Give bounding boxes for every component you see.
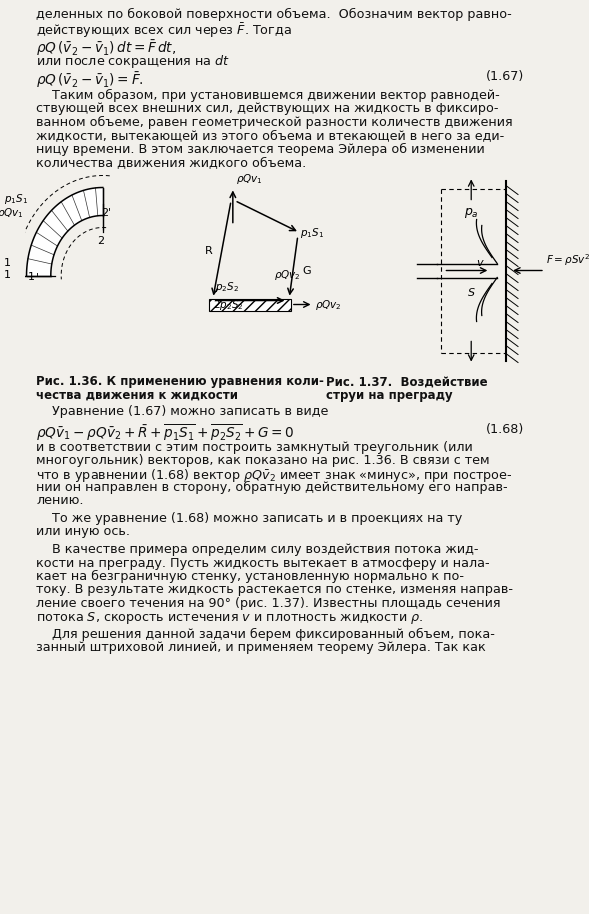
Text: ствующей всех внешних сил, действующих на жидкость в фиксиро-: ствующей всех внешних сил, действующих н… bbox=[36, 102, 498, 115]
Text: лению.: лению. bbox=[36, 494, 84, 507]
Text: (1.67): (1.67) bbox=[486, 70, 524, 83]
Text: 1: 1 bbox=[4, 259, 11, 269]
Text: $p_1 S_1$: $p_1 S_1$ bbox=[4, 193, 28, 207]
Text: $\rho Q\bar{v}_1 - \rho Q\bar{v}_2 + \bar{R} + \overline{p_1 S_1} + \overline{p_: $\rho Q\bar{v}_1 - \rho Q\bar{v}_2 + \ba… bbox=[36, 423, 294, 444]
Text: действующих всех сил через $\bar{F}$. Тогда: действующих всех сил через $\bar{F}$. То… bbox=[36, 22, 292, 40]
Text: ': ' bbox=[37, 272, 39, 282]
Text: току. В результате жидкость растекается по стенке, изменяя направ-: току. В результате жидкость растекается … bbox=[36, 583, 513, 597]
Text: $S$: $S$ bbox=[467, 285, 475, 297]
Text: деленных по боковой поверхности объема.  Обозначим вектор равно-: деленных по боковой поверхности объема. … bbox=[36, 8, 512, 21]
Text: кает на безграничную стенку, установленную нормально к по-: кает на безграничную стенку, установленн… bbox=[36, 570, 464, 583]
Text: ление своего течения на 90° (рис. 1.37). Известны площадь сечения: ление своего течения на 90° (рис. 1.37).… bbox=[36, 597, 501, 610]
Text: потока $S$, скорость истечения $v$ и плотность жидкости $\rho$.: потока $S$, скорость истечения $v$ и пло… bbox=[36, 611, 423, 626]
Text: То же уравнение (1.68) можно записать и в проекциях на ту: То же уравнение (1.68) можно записать и … bbox=[36, 512, 462, 525]
Text: $\rho Q v_1$: $\rho Q v_1$ bbox=[0, 207, 24, 220]
Text: или после сокращения на $dt$: или после сокращения на $dt$ bbox=[36, 54, 230, 70]
Text: $\rho Q\,(\bar{v}_2 - \bar{v}_1) = \bar{F}.$: $\rho Q\,(\bar{v}_2 - \bar{v}_1) = \bar{… bbox=[36, 70, 144, 90]
Text: занный штриховой линией, и применяем теорему Эйлера. Так как: занный штриховой линией, и применяем тео… bbox=[36, 642, 486, 654]
Text: Таким образом, при установившемся движении вектор равнодей-: Таким образом, при установившемся движен… bbox=[36, 89, 500, 101]
Text: $p_a$: $p_a$ bbox=[464, 207, 479, 220]
Text: В качестве примера определим силу воздействия потока жид-: В качестве примера определим силу воздей… bbox=[36, 543, 479, 556]
Text: жидкости, вытекающей из этого объема и втекающей в него за еди-: жидкости, вытекающей из этого объема и в… bbox=[36, 129, 504, 142]
Text: струи на преграду: струи на преграду bbox=[326, 388, 453, 401]
Text: кости на преграду. Пусть жидкость вытекает в атмосферу и нала-: кости на преграду. Пусть жидкость вытека… bbox=[36, 557, 489, 569]
Text: $\rho Q v_{2}$: $\rho Q v_{2}$ bbox=[273, 269, 300, 282]
Text: Уравнение (1.67) можно записать в виде: Уравнение (1.67) можно записать в виде bbox=[36, 406, 329, 419]
Text: Рис. 1.36. К применению уравнения коли-: Рис. 1.36. К применению уравнения коли- bbox=[36, 376, 324, 388]
Text: (1.68): (1.68) bbox=[486, 423, 524, 436]
Text: и в соответствии с этим построить замкнутый треугольник (или: и в соответствии с этим построить замкну… bbox=[36, 441, 473, 453]
Text: $p_1 S_1$: $p_1 S_1$ bbox=[300, 226, 325, 239]
Text: $\rho Q\,(\bar{v}_2 - \bar{v}_1)\,dt = \bar{F}\,dt,$: $\rho Q\,(\bar{v}_2 - \bar{v}_1)\,dt = \… bbox=[36, 38, 176, 58]
Text: 2: 2 bbox=[101, 207, 108, 218]
Text: 1: 1 bbox=[28, 272, 35, 282]
Text: количества движения жидкого объема.: количества движения жидкого объема. bbox=[36, 156, 306, 169]
Text: ': ' bbox=[291, 272, 294, 282]
Text: ницу времени. В этом заключается теорема Эйлера об изменении: ницу времени. В этом заключается теорема… bbox=[36, 143, 485, 155]
Text: 1: 1 bbox=[4, 271, 11, 281]
Text: $\rho Q v_2$: $\rho Q v_2$ bbox=[315, 297, 342, 312]
Text: $\rho Q v_1$: $\rho Q v_1$ bbox=[236, 172, 263, 186]
Polygon shape bbox=[210, 299, 291, 311]
Text: ': ' bbox=[108, 207, 111, 218]
Text: многоугольник) векторов, как показано на рис. 1.36. В связи с тем: многоугольник) векторов, как показано на… bbox=[36, 454, 489, 467]
Text: $F{=}\rho S v^2$: $F{=}\rho S v^2$ bbox=[546, 251, 589, 268]
Text: что в уравнении (1.68) вектор $\rho Q\bar{v}_2$ имеет знак «минус», при построе-: что в уравнении (1.68) вектор $\rho Q\ba… bbox=[36, 467, 512, 484]
Polygon shape bbox=[27, 187, 103, 275]
Text: нии он направлен в сторону, обратную действительному его направ-: нии он направлен в сторону, обратную дей… bbox=[36, 481, 508, 494]
Text: ванном объеме, равен геометрической разности количеств движения: ванном объеме, равен геометрической разн… bbox=[36, 115, 512, 129]
Text: Для решения данной задачи берем фиксированный объем, пока-: Для решения данной задачи берем фиксиров… bbox=[36, 628, 495, 641]
Text: $p_2 S_2$: $p_2 S_2$ bbox=[216, 281, 240, 294]
Text: R: R bbox=[205, 246, 213, 256]
Text: $v$: $v$ bbox=[475, 258, 484, 268]
Text: или иную ось.: или иную ось. bbox=[36, 526, 130, 538]
Text: чества движения к жидкости: чества движения к жидкости bbox=[36, 388, 238, 401]
Text: Рис. 1.37.  Воздействие: Рис. 1.37. Воздействие bbox=[326, 376, 488, 388]
Text: 2: 2 bbox=[98, 236, 105, 246]
Text: $2p_2 S_2$: $2p_2 S_2$ bbox=[213, 297, 243, 312]
Text: G: G bbox=[302, 265, 311, 275]
